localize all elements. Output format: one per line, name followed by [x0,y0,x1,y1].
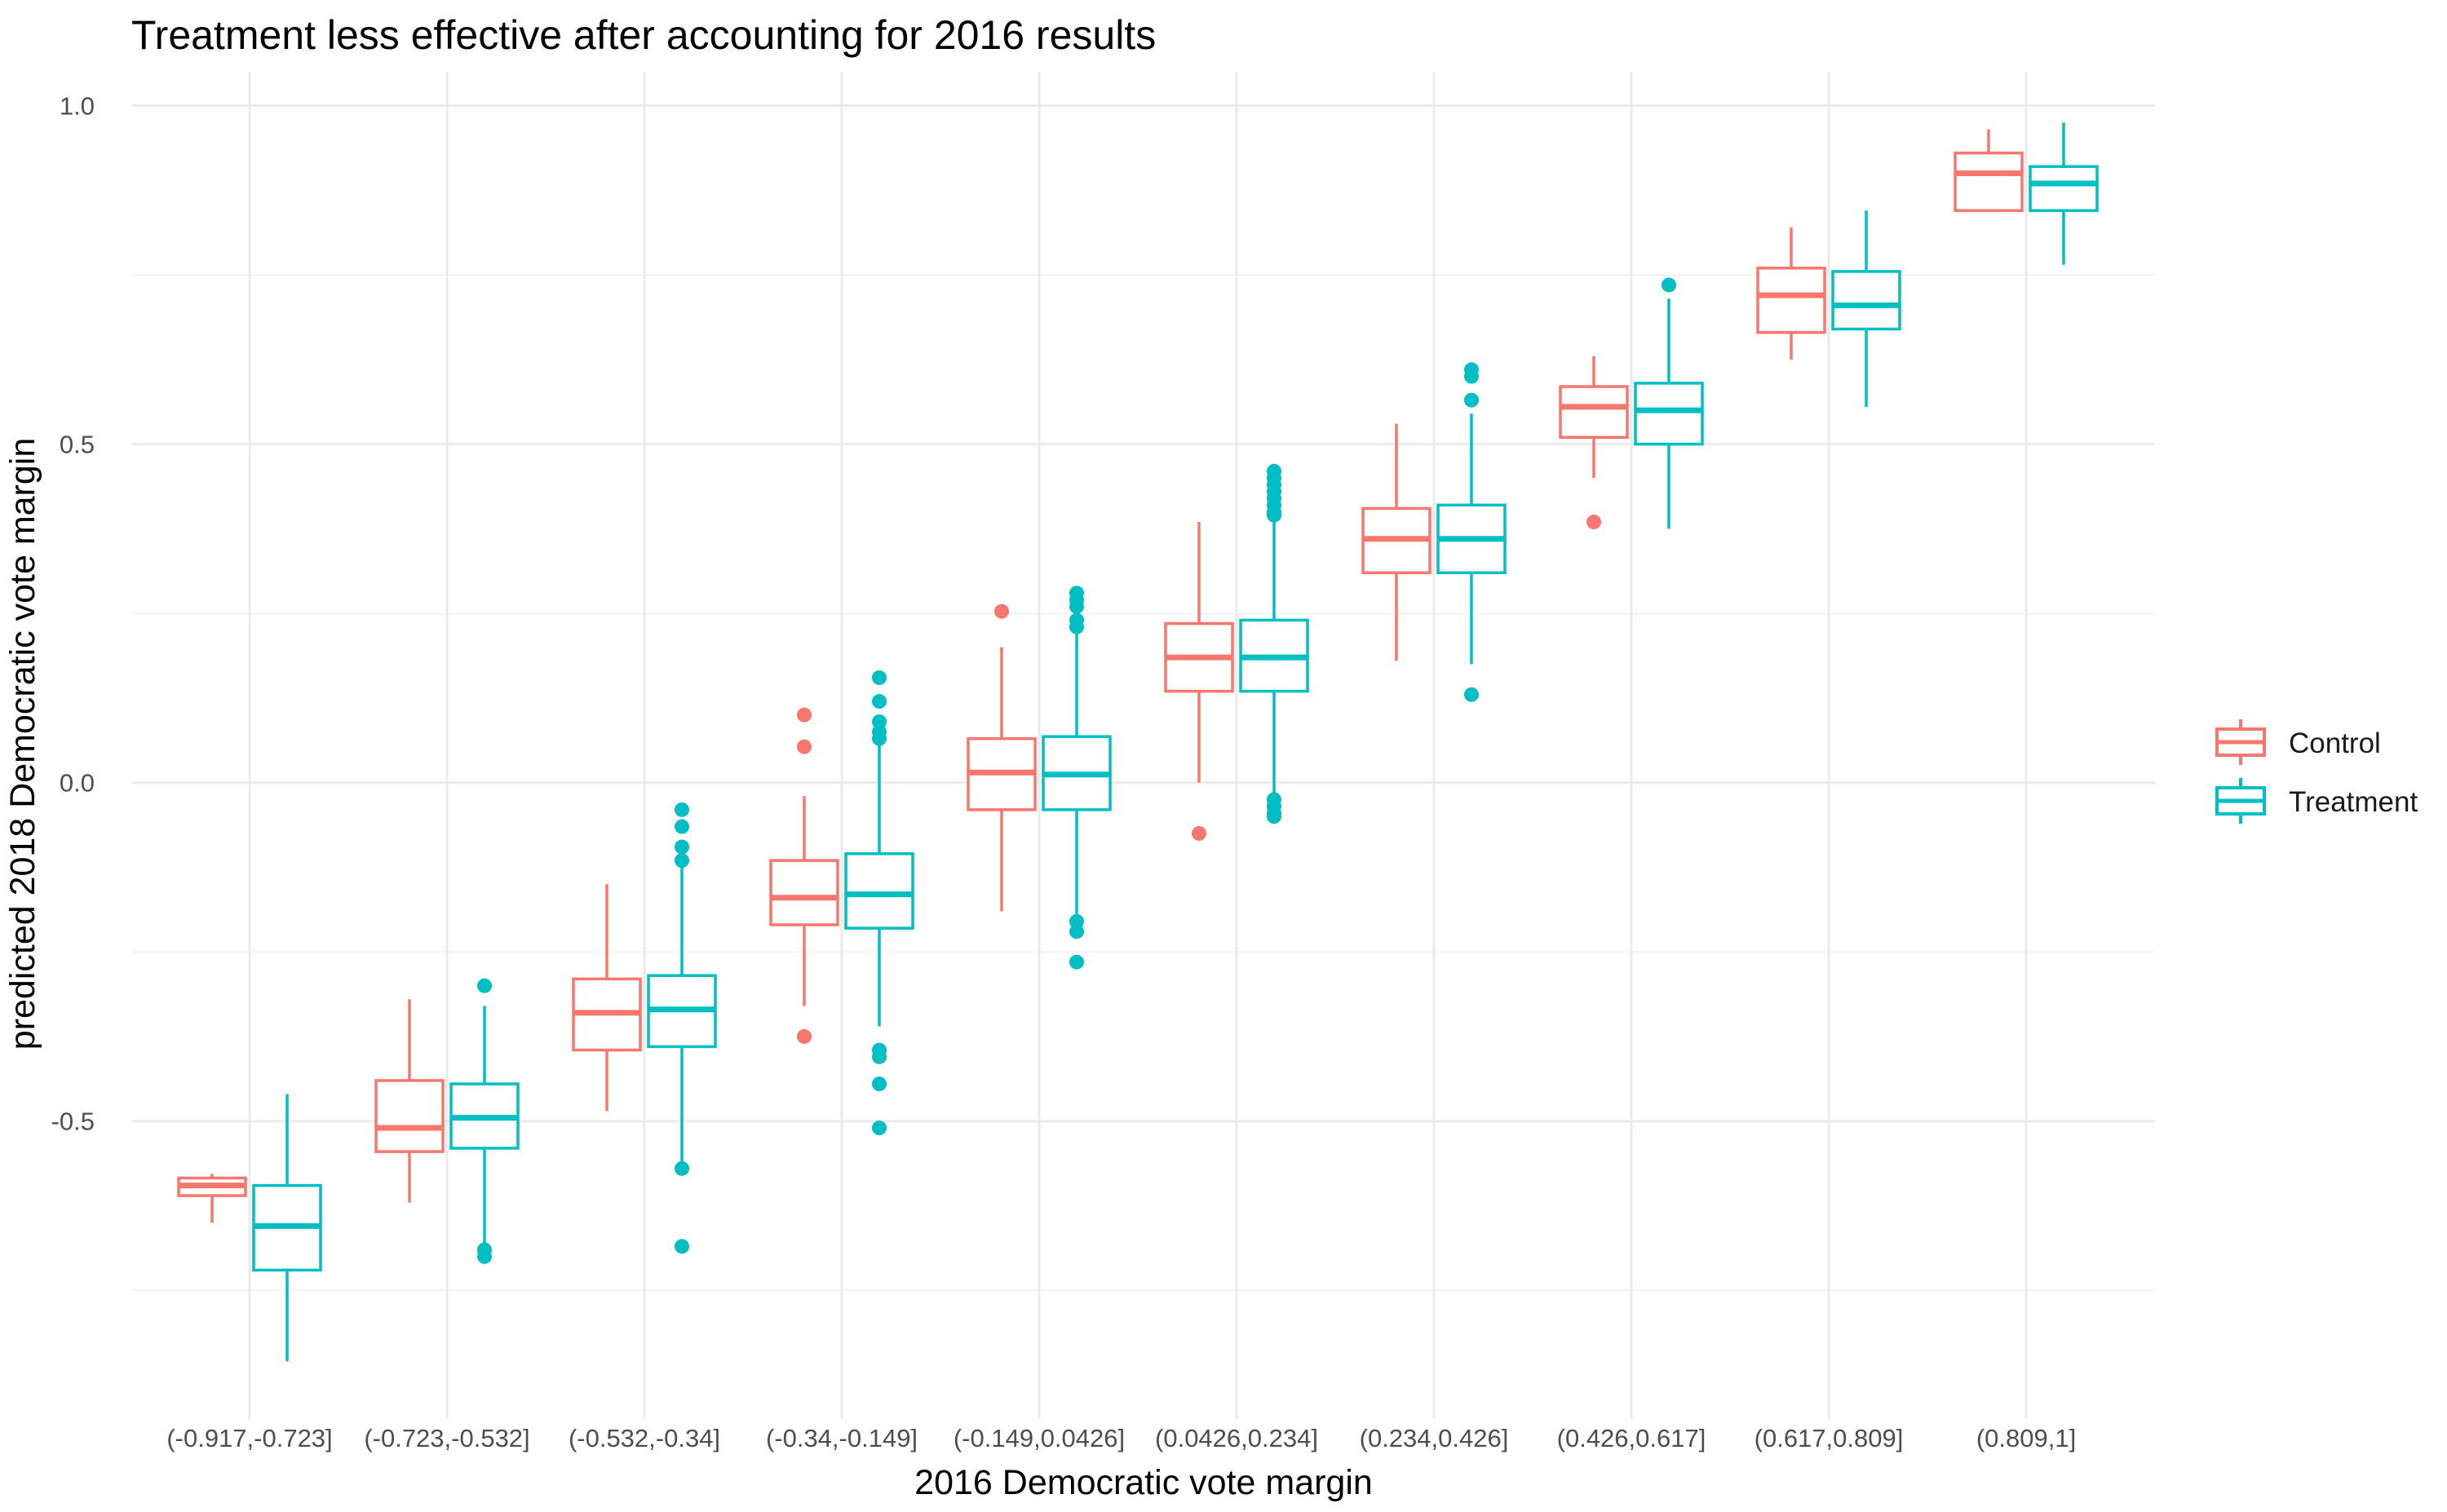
x-tick-label: (-0.34,-0.149] [766,1424,918,1452]
x-tick-label: (0.809,1] [1976,1424,2076,1452]
outlier-point [1662,277,1676,293]
x-tick-label: (0.617,0.809] [1754,1424,1904,1452]
box-body [1756,266,1826,334]
x-tick-label: (-0.917,-0.723] [166,1424,332,1452]
y-axis-label: predicted 2018 Democratic vote margin [3,438,42,1050]
grid-lines [132,72,2155,1419]
chart-title: Treatment less effective after accountin… [131,12,1156,58]
outlier-point [797,707,812,723]
box-treatment [1634,277,1704,529]
outlier-point [872,1049,887,1064]
outlier-point [1192,825,1206,841]
outlier-point [1464,392,1479,408]
x-tick-label: (0.0426,0.234] [1155,1424,1318,1452]
outlier-point [1069,619,1084,634]
box-treatment [1831,210,1901,407]
box-treatment [1042,586,1112,970]
box-treatment [2029,122,2099,265]
box-control [1559,356,1629,530]
legend-key-treatment [2215,778,2266,824]
box-body [1559,385,1629,440]
outlier-point [675,1161,689,1176]
box-treatment [647,802,717,1254]
box-control [1164,522,1234,841]
box-body [769,859,839,926]
outlier-point [1464,687,1479,702]
outlier-point [675,1239,689,1254]
box-body [2029,165,2099,212]
box-control [177,1174,247,1223]
outlier-point [675,819,689,834]
outlier-point [675,839,689,855]
outlier-point [797,1028,812,1044]
x-tick-label: (0.426,0.617] [1557,1424,1706,1452]
outlier-point [477,1249,492,1264]
box-series [177,122,2099,1362]
outlier-point [1069,599,1084,614]
box-control [374,999,445,1203]
box-body [1831,270,1901,331]
outlier-point [872,731,887,746]
outlier-point [872,1077,887,1092]
outlier-point [872,670,887,685]
outlier-point [994,603,1009,619]
box-control [967,603,1037,912]
y-tick-label: 0.5 [60,431,95,459]
outlier-point [1267,507,1281,523]
outlier-point [872,714,887,729]
outlier-point [1586,515,1601,530]
outlier-point [1069,913,1084,929]
box-body [844,852,914,930]
legend-key-control [2215,719,2266,765]
box-control [1361,423,1431,661]
box-treatment [1436,362,1507,702]
y-axis-ticks: -0.5 0.0 0.5 1.0 [51,92,95,1136]
outlier-point [675,802,689,817]
x-axis-label: 2016 Democratic vote margin [914,1463,1373,1502]
box-body [1954,151,2024,212]
box-control [572,884,642,1112]
legend-label-treatment: Treatment [2289,786,2418,818]
x-tick-label: (-0.149,0.0426] [954,1424,1125,1452]
y-tick-label: 0.0 [60,769,95,798]
y-tick-label: -0.5 [51,1107,95,1136]
box-body [374,1079,445,1153]
box-control [769,707,839,1044]
box-treatment [1239,463,1309,825]
box-treatment [252,1094,322,1362]
x-tick-label: (-0.723,-0.532] [364,1424,529,1452]
box-control [1756,227,1826,360]
x-tick-label: (0.234,0.426] [1360,1424,1509,1452]
box-control [1954,129,2024,212]
x-tick-label: (-0.532,-0.34] [569,1424,720,1452]
outlier-point [872,1121,887,1136]
outlier-point [1069,924,1084,939]
outlier-point [872,694,887,710]
outlier-point [797,739,812,754]
x-axis-ticks: (-0.917,-0.723] (-0.723,-0.532] (-0.532,-0… [166,1424,2076,1452]
outlier-point [1464,369,1479,384]
legend: Control Treatment [2215,719,2418,824]
outlier-point [477,978,492,993]
y-tick-label: 1.0 [60,92,95,121]
box-body [1634,382,1704,446]
legend-label-control: Control [2289,727,2381,759]
box-treatment [449,978,520,1264]
outlier-point [1267,809,1281,825]
box-treatment [844,670,914,1136]
outlier-point [675,853,689,869]
outlier-point [1069,954,1084,970]
